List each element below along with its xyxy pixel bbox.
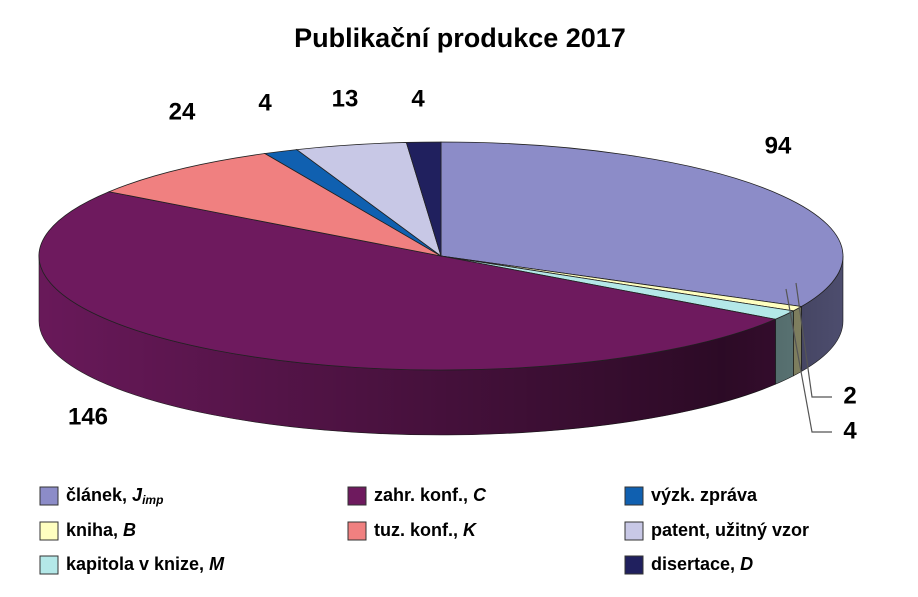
legend-label: patent, užitný vzor [651,520,809,540]
pie-slice [405,141,442,257]
legend-label: zahr. konf., C [374,485,487,505]
legend-name: kniha, [66,520,123,540]
legend-swatch [624,486,644,506]
data-label: 146 [68,403,108,430]
data-label: 13 [332,85,359,112]
chart-title: Publikační produkce 2017 [294,23,626,53]
data-label: 24 [169,98,196,125]
data-label: 94 [765,132,792,159]
legend-label: kapitola v knize, M [66,554,225,574]
legend-swatch [39,486,59,506]
pie-slice [38,191,777,371]
data-label: 2 [843,382,856,409]
legend-name-italic: M [209,554,225,574]
legend-name-italic: K [463,520,478,540]
legend-name-italic: C [473,485,487,505]
leader-line [785,288,832,433]
legend-swatch [347,486,367,506]
legend-swatch [39,555,59,575]
pie-slice [107,153,442,257]
pie-slice [440,141,844,307]
legend-name: patent, užitný vzor [651,520,809,540]
legend-label: tuz. konf., K [374,520,478,540]
legend-label: disertace, D [651,554,753,574]
data-label: 4 [411,85,425,112]
legend-name: výzk. zpráva [651,485,758,505]
legend-label: výzk. zpráva [651,485,758,505]
leader-line [795,282,832,398]
legend-name-sub: imp [142,493,163,507]
legend-name: tuz. konf., [374,520,463,540]
legend-label: kniha, B [66,520,136,540]
legend-name: článek, [66,485,132,505]
legend-swatch [624,555,644,575]
legend-name: zahr. konf., [374,485,473,505]
legend-name-italic: B [123,520,136,540]
legend-swatch [347,521,367,541]
legend-name-italic: J [132,485,143,505]
data-label: 4 [843,417,857,444]
legend-name: kapitola v knize, [66,554,209,574]
pie-side [775,310,794,385]
data-label: 4 [258,89,272,116]
legend-name: disertace, [651,554,740,574]
legend-swatch [624,521,644,541]
legend-swatch [39,521,59,541]
legend-label: článek, Jimp [66,485,163,507]
legend-name-italic: D [740,554,753,574]
